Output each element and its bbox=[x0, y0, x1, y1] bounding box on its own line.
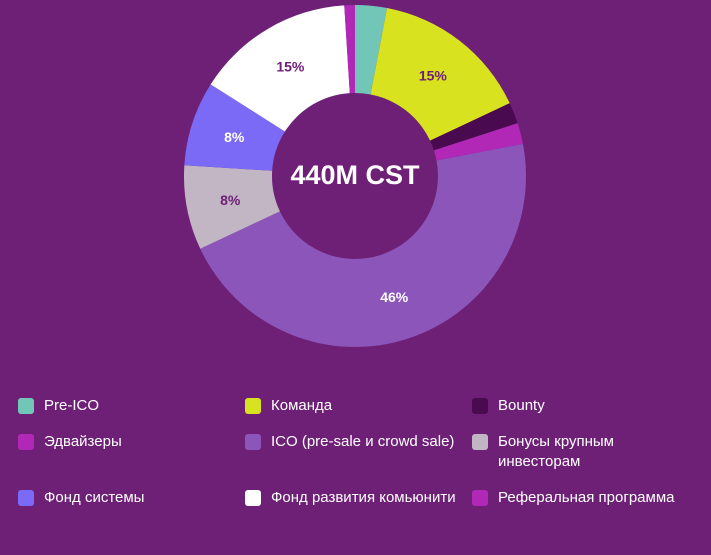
legend-label: Фонд развития комьюнити bbox=[271, 489, 456, 506]
slice-8 bbox=[210, 5, 350, 132]
legend-item: Эдвайзеры bbox=[18, 432, 245, 472]
legend-swatch bbox=[245, 434, 261, 450]
legend-swatch bbox=[472, 434, 488, 450]
slice-label-6: 8% bbox=[220, 192, 241, 208]
legend-item: Фонд системы bbox=[18, 488, 245, 508]
legend-label: Bounty bbox=[498, 397, 545, 414]
legend-label: ICO (pre-sale и crowd sale) bbox=[271, 433, 455, 450]
slice-4 bbox=[433, 123, 523, 161]
legend-swatch bbox=[18, 490, 34, 506]
legend-item: Фонд развития комьюнити bbox=[245, 488, 472, 508]
legend-label: Бонусы крупным инвесторам bbox=[498, 433, 614, 470]
slice-1 bbox=[355, 5, 388, 95]
legend-swatch bbox=[18, 398, 34, 414]
legend-swatch bbox=[245, 490, 261, 506]
slice-label-2: 15% bbox=[419, 68, 448, 84]
slice-9 bbox=[344, 5, 355, 94]
legend-swatch bbox=[472, 398, 488, 414]
legend-item: Реферальная программа bbox=[472, 488, 698, 508]
legend-item: Bounty bbox=[472, 396, 698, 416]
legend-label: Эдвайзеры bbox=[44, 433, 122, 450]
legend-swatch bbox=[245, 398, 261, 414]
slice-label-7: 8% bbox=[224, 129, 245, 145]
slice-6 bbox=[184, 165, 280, 249]
legend-item: Pre-ICO bbox=[18, 396, 245, 416]
legend-label: Фонд системы bbox=[44, 489, 145, 506]
legend-item: Бонусы крупным инвесторам bbox=[472, 432, 698, 472]
chart-legend: Pre-ICO Команда Bounty Эдвайзеры ICO (pre-sa… bbox=[18, 396, 698, 508]
donut-chart-svg: 15% 46% 8% 8% 15% 440M CST bbox=[184, 5, 527, 348]
slice-label-5: 46% bbox=[380, 289, 409, 305]
legend-item: Команда bbox=[245, 396, 472, 416]
slice-2 bbox=[370, 8, 510, 141]
donut-chart: 15% 46% 8% 8% 15% 440M CST bbox=[184, 5, 527, 348]
legend-swatch bbox=[472, 490, 488, 506]
legend-label: Реферальная программа bbox=[498, 489, 675, 506]
slice-label-8: 15% bbox=[276, 59, 305, 75]
legend-swatch bbox=[18, 434, 34, 450]
legend-label: Команда bbox=[271, 397, 333, 414]
slice-7 bbox=[184, 84, 285, 171]
legend-item: ICO (pre-sale и crowd sale) bbox=[245, 432, 472, 472]
center-total-label: 440M CST bbox=[290, 160, 420, 190]
slice-3 bbox=[430, 103, 518, 151]
slice-5 bbox=[200, 143, 527, 348]
legend-label: Pre-ICO bbox=[44, 397, 100, 414]
